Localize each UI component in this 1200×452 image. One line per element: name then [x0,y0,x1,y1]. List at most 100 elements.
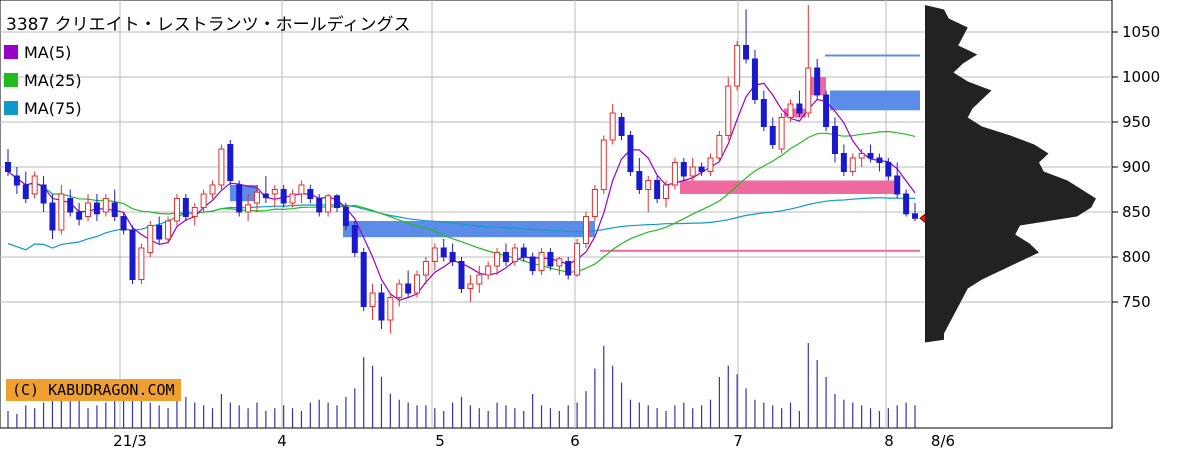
candle-body [876,157,883,163]
candle-body [627,135,634,172]
candle-body [298,184,305,195]
legend-ma75: MA(75) [4,94,82,122]
candle-body [289,193,296,204]
price-zone [830,90,920,111]
candle-body [831,126,838,154]
candle-body [245,204,252,213]
candle-body [138,247,145,280]
candle-body [236,184,243,213]
candle-body [13,175,20,186]
candle-body [885,162,892,177]
candle-body [636,171,643,190]
legend: MA(5) MA(25) MA(75) [4,38,82,122]
candle-body [903,193,910,215]
candle-body [316,198,323,213]
candle-body [22,184,29,199]
candle-body [689,166,696,177]
x-tick-label: 6 [570,432,580,450]
candle-body [40,184,47,204]
candle-body [609,112,616,141]
candle-body [209,184,216,195]
legend-label-ma5: MA(5) [24,42,72,62]
candle-body [547,252,554,267]
candle-body [405,283,412,294]
candle-body [787,103,794,118]
legend-swatch-ma25 [4,73,18,87]
candle-body [663,184,670,199]
candle-body [85,202,92,217]
candle-body [823,94,830,127]
candle-body [271,189,278,195]
legend-swatch-ma75 [4,101,18,115]
candle-body [147,225,154,253]
candle-body [227,144,234,181]
x-tick-label: 21/3 [113,432,147,450]
candle-body [218,148,225,186]
candle-body [173,198,180,222]
price-zone [825,54,920,57]
candle-body [191,207,198,217]
y-tick-label: 1000 [1122,68,1160,86]
volume-bars [7,343,916,428]
copyright-badge: (C) KABUDRAGON.COM [6,379,181,401]
legend-ma25: MA(25) [4,66,82,94]
price-zone [343,221,595,238]
candle-body [849,157,856,172]
candle-body [458,261,465,289]
candle-body [280,189,287,204]
candle-body [5,162,11,172]
candle-body [378,292,385,321]
candle-body [467,283,474,289]
candle-body [538,252,545,271]
candle-body [76,211,83,220]
candle-body [618,117,625,136]
candle-body [520,247,527,258]
candle-body [502,252,509,262]
candle-body [262,193,269,199]
candle-body [67,198,74,213]
candle-body [342,207,349,226]
candle-body [111,202,118,217]
candle-body [360,252,367,307]
x-tick-label: 8/6 [931,432,955,450]
candle-body [31,175,38,195]
volume-profile [925,5,1096,343]
candle-body [253,191,260,204]
candle-body [645,180,652,190]
x-tick-label: 4 [277,432,287,450]
candle-body [414,274,421,294]
candle-body [894,175,901,195]
candle-body [707,157,714,172]
candle-body [654,180,661,199]
legend-ma5: MA(5) [4,38,82,66]
candle-body [334,195,341,209]
support-resistance-zones [230,54,920,252]
candle-body [867,153,874,159]
candle-body [449,252,456,262]
x-tick-label: 5 [435,432,445,450]
candle-body [574,243,581,276]
y-tick-label: 750 [1122,293,1151,311]
candle-body [769,126,776,145]
candle-body [680,162,687,177]
candle-body [396,283,403,298]
candle-body [814,67,821,96]
candle-body [182,198,189,217]
candle-body [591,189,598,217]
candle-body [725,85,732,136]
x-tick-label: 7 [733,432,743,450]
candle-body [556,258,563,267]
ma25-line [7,130,916,273]
x-axis: 21/3 4 5 6 7 8 8/6 [113,432,955,450]
candle-body [582,216,589,244]
candle-body [440,247,447,258]
legend-label-ma75: MA(75) [24,98,82,118]
y-tick-label: 950 [1122,113,1151,131]
price-zone [680,180,898,194]
candle-body [805,67,812,114]
candle-body [716,135,723,159]
candle-body [58,193,65,231]
y-tick-label: 850 [1122,203,1151,221]
candle-body [102,198,109,213]
